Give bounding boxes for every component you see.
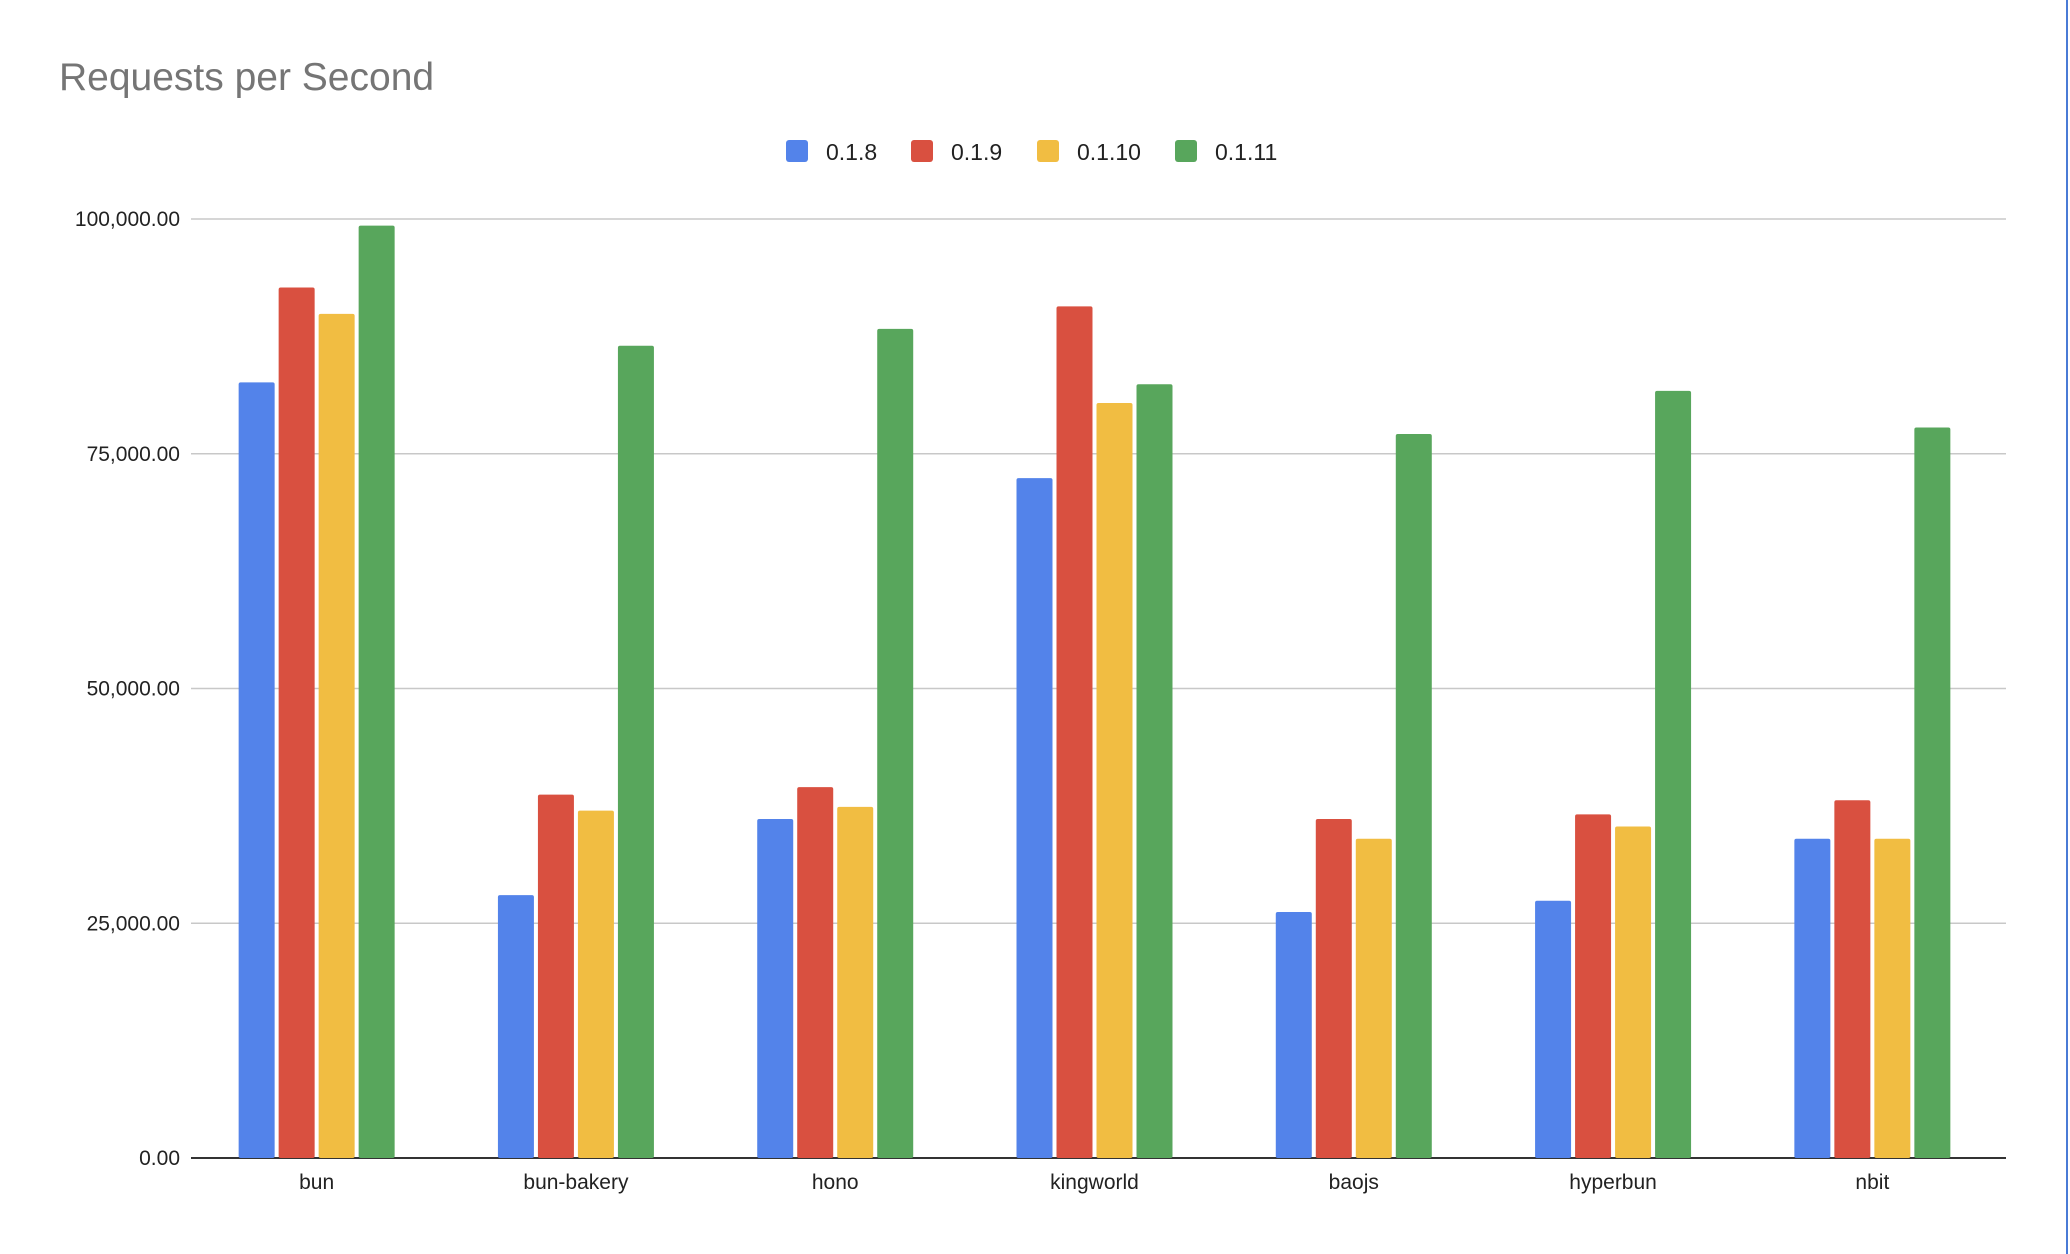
x-tick-label: hono (812, 1171, 859, 1194)
bar-baojs-0.1.8 (1275, 911, 1312, 1158)
legend-swatch-0.1.8 (786, 140, 808, 162)
legend-label: 0.1.8 (826, 139, 877, 165)
bar-bun-bakery-0.1.11 (617, 345, 654, 1158)
legend-swatch-0.1.9 (911, 140, 933, 162)
y-tick-label: 50,000.00 (87, 678, 180, 701)
x-tick-label: nbit (1855, 1171, 1889, 1194)
bar-bun-bakery-0.1.9 (537, 794, 574, 1158)
bar-bun-0.1.9 (278, 287, 315, 1158)
x-tick-label: bun-bakery (523, 1171, 629, 1194)
bar-nbit-0.1.11 (1914, 427, 1951, 1158)
bar-bun-0.1.11 (358, 225, 395, 1158)
bar-nbit-0.1.9 (1834, 800, 1871, 1158)
bar-baojs-0.1.10 (1355, 838, 1392, 1158)
bar-kingworld-0.1.11 (1136, 384, 1173, 1158)
bar-nbit-0.1.8 (1794, 838, 1831, 1158)
window-edge (2066, 0, 2068, 1254)
bar-hyperbun-0.1.11 (1655, 390, 1692, 1158)
x-tick-label: hyperbun (1569, 1171, 1657, 1194)
x-tick-label: bun (299, 1171, 334, 1194)
y-tick-label: 0.00 (139, 1147, 180, 1170)
y-tick-label: 75,000.00 (87, 443, 180, 466)
bar-kingworld-0.1.10 (1096, 403, 1133, 1158)
legend-swatch-0.1.11 (1175, 140, 1197, 162)
x-tick-label: baojs (1329, 1171, 1379, 1194)
legend-label: 0.1.11 (1215, 139, 1277, 165)
bar-hyperbun-0.1.10 (1615, 826, 1652, 1158)
bar-kingworld-0.1.9 (1056, 306, 1093, 1158)
bar-bun-0.1.10 (318, 313, 355, 1158)
bar-hono-0.1.11 (877, 328, 914, 1158)
bar-hono-0.1.9 (797, 787, 834, 1158)
bar-hyperbun-0.1.9 (1575, 814, 1612, 1158)
bar-baojs-0.1.9 (1315, 819, 1352, 1158)
bar-hono-0.1.10 (837, 806, 874, 1158)
bar-hyperbun-0.1.8 (1535, 900, 1572, 1158)
bar-bun-bakery-0.1.10 (577, 810, 614, 1158)
legend-label: 0.1.9 (951, 139, 1002, 165)
bar-hono-0.1.8 (757, 819, 794, 1158)
bar-bun-0.1.8 (238, 382, 275, 1158)
y-tick-label: 100,000.00 (75, 208, 180, 231)
x-tick-label: kingworld (1050, 1171, 1139, 1194)
bar-kingworld-0.1.8 (1016, 478, 1053, 1158)
chart-title: Requests per Second (59, 56, 434, 99)
bar-bun-bakery-0.1.8 (497, 895, 534, 1158)
bar-nbit-0.1.10 (1874, 838, 1911, 1158)
bar-baojs-0.1.11 (1395, 434, 1432, 1158)
legend-label: 0.1.10 (1077, 139, 1141, 165)
y-tick-label: 25,000.00 (87, 912, 180, 935)
legend-swatch-0.1.10 (1037, 140, 1059, 162)
